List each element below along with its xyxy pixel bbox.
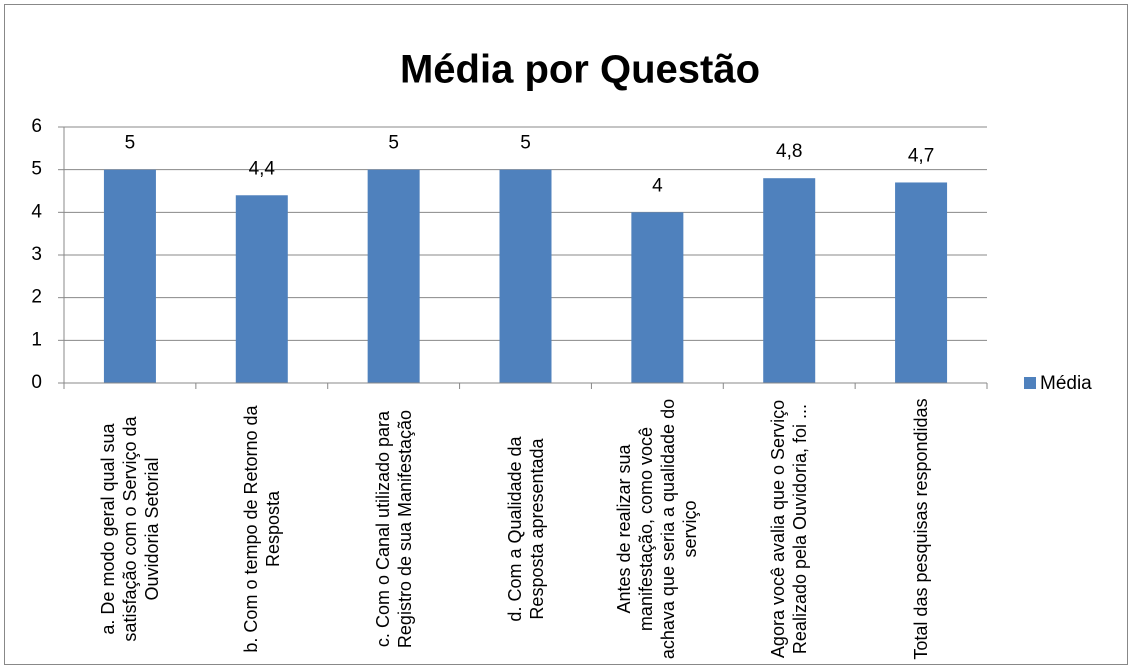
data-label: 5 xyxy=(125,133,136,154)
bar xyxy=(763,178,816,383)
y-tick-label: 5 xyxy=(31,159,42,180)
data-label: 4 xyxy=(652,175,663,196)
bar xyxy=(367,169,420,383)
y-tick-label: 2 xyxy=(31,287,42,308)
y-tick-label: 6 xyxy=(31,116,42,137)
x-tick-label: a. De modo geral qual sua satisfação com… xyxy=(97,416,162,642)
x-tick-label: b. Com o tempo de Retorno da Resposta xyxy=(240,405,283,653)
x-tick-label: c. Com o Canal utilizado para Registro d… xyxy=(372,409,415,649)
y-tick-label: 0 xyxy=(31,372,42,393)
x-tick-label: Agora você avalia que o Serviço Realizad… xyxy=(768,399,811,659)
data-label: 4,4 xyxy=(249,158,276,179)
data-label: 5 xyxy=(388,133,399,154)
y-tick-label: 1 xyxy=(31,329,42,350)
chart-title: Média por Questão xyxy=(400,48,760,92)
bar xyxy=(103,169,156,383)
data-label: 4,7 xyxy=(908,145,934,166)
legend-label: Média xyxy=(1040,373,1092,394)
bar xyxy=(499,169,552,383)
x-tick-label: Antes de realizar sua manifestação, como… xyxy=(614,398,701,660)
bar xyxy=(631,212,684,383)
x-tick-label: d. Com a Qualidade da Resposta apresenta… xyxy=(504,436,547,622)
x-tick-label: Total das pesquisas respondidas xyxy=(911,398,932,660)
y-tick-label: 3 xyxy=(31,244,42,265)
bar xyxy=(895,182,948,383)
data-label: 5 xyxy=(520,133,531,154)
data-label: 4,8 xyxy=(776,141,802,162)
bar xyxy=(235,195,288,383)
y-tick-label: 4 xyxy=(31,201,42,222)
chart-border xyxy=(4,4,1128,665)
legend-swatch xyxy=(1024,377,1036,389)
